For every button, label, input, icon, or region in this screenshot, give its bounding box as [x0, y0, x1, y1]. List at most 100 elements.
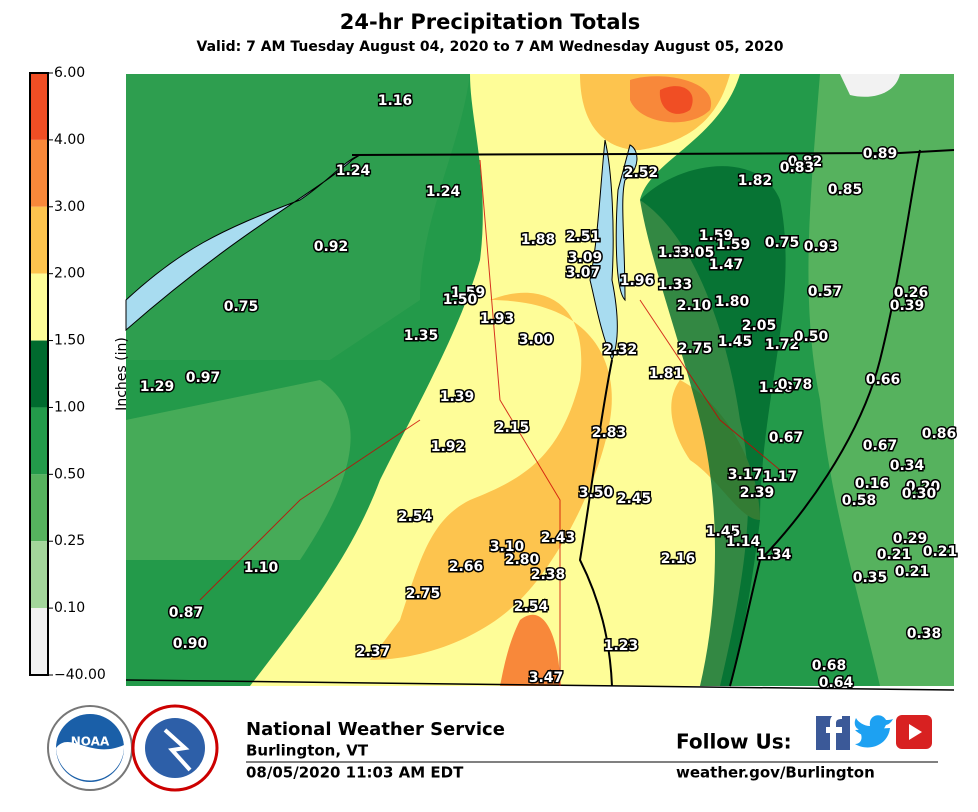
map	[125, 74, 955, 691]
station-value: 0.75	[224, 299, 259, 315]
station-value: 1.59	[716, 237, 751, 253]
station-value: 1.45	[706, 524, 741, 540]
station-value: 2.52	[624, 165, 659, 181]
noaa-logo-text: NOAA	[71, 735, 110, 749]
station-value: 2.45	[617, 491, 652, 507]
station-value: 1.92	[431, 439, 466, 455]
station-value: 1.39	[658, 245, 693, 261]
station-value: 0.83	[780, 160, 815, 176]
colorbar-bin	[30, 139, 48, 207]
station-value: 1.47	[709, 257, 744, 273]
station-value: 2.38	[531, 567, 566, 583]
station-value: 2.51	[566, 229, 601, 245]
station-value: 3.05	[680, 245, 715, 261]
station-value: 0.57	[808, 284, 843, 300]
station-value: 2.16	[661, 551, 696, 567]
colorbar-bin	[30, 608, 48, 675]
station-value: 1.72	[765, 337, 800, 353]
twitter-icon[interactable]	[854, 715, 893, 748]
station-value: 1.20	[759, 380, 794, 396]
subtitle: Valid: 7 AM Tuesday August 04, 2020 to 7…	[197, 39, 784, 55]
station-value: 3.00	[519, 332, 554, 348]
colorbar-bin	[30, 273, 48, 341]
station-value: 0.58	[842, 493, 877, 509]
station-value: 1.39	[440, 389, 475, 405]
colorbar-frame	[29, 72, 49, 676]
station-value: 2.80	[505, 552, 540, 568]
station-value: 0.92	[314, 239, 349, 255]
station-value: 1.80	[715, 294, 750, 310]
colorbar-bin	[30, 541, 48, 609]
station-value: 1.35	[404, 328, 439, 344]
station-value: 1.59	[451, 285, 486, 301]
station-value: 2.75	[678, 341, 713, 357]
station-value: 1.88	[521, 232, 556, 248]
colorbar-tick-label: 6.00	[54, 65, 85, 81]
colorbar-bin	[30, 474, 48, 542]
url[interactable]: weather.gov/Burlington	[676, 764, 875, 782]
colorbar-tick-label: 4.00	[54, 132, 85, 148]
station-value: 0.82	[788, 154, 823, 170]
station-value: 0.39	[890, 298, 925, 314]
station-value: 1.93	[480, 311, 515, 327]
station-value: 0.29	[893, 531, 928, 547]
station-value: 2.43	[541, 530, 576, 546]
station-value: 2.10	[677, 298, 712, 314]
station-value: 2.83	[592, 425, 627, 441]
colorbar-tick-label: 0.25	[54, 533, 85, 549]
station-value: 2.54	[514, 599, 549, 615]
station-value: 2.05	[742, 318, 777, 334]
footer: NOAA National Weather Service Burlington…	[47, 704, 938, 792]
station-value: 0.21	[877, 547, 912, 563]
colorbar-tick-label: 0.50	[54, 466, 85, 482]
station-value: 2.66	[449, 559, 484, 575]
colorbar-tick-label: 1.00	[54, 399, 85, 415]
station-value: 0.78	[778, 377, 813, 393]
station-value: 0.97	[186, 370, 221, 386]
station-value: 1.16	[378, 93, 413, 109]
station-value: 0.50	[794, 329, 829, 345]
station-value: 0.90	[173, 636, 208, 652]
station-value: 0.89	[863, 146, 898, 162]
station-value: 1.59	[699, 228, 734, 244]
station-value: 0.64	[819, 675, 854, 691]
station-value: 1.34	[757, 547, 792, 563]
station-value: 0.21	[895, 564, 930, 580]
station-value: 2.75	[406, 586, 441, 602]
colorbar-tick-label: 2.00	[54, 266, 85, 282]
station-value: 0.66	[866, 372, 901, 388]
station-value: 0.87	[169, 605, 204, 621]
colorbar-bin	[30, 340, 48, 408]
follow-us: Follow Us:	[676, 730, 792, 754]
station-value: 0.85	[828, 182, 863, 198]
station-value: 2.54	[398, 509, 433, 525]
station-value: 3.47	[529, 670, 564, 686]
colorbar-tick-label: 3.00	[54, 199, 85, 215]
station-value: 1.50	[443, 292, 478, 308]
colorbar-tick-label: 0.10	[54, 600, 85, 616]
colorbar-bin	[30, 407, 48, 475]
station-value: 0.35	[853, 570, 888, 586]
title: 24-hr Precipitation Totals	[340, 10, 640, 34]
station-value: 2.37	[356, 644, 391, 660]
location: Burlington, VT	[246, 742, 369, 760]
station-value: 1.29	[140, 379, 175, 395]
station-value: 1.82	[738, 173, 773, 189]
station-value: 3.09	[568, 250, 603, 266]
station-value: 1.45	[718, 334, 753, 350]
station-value: 1.23	[604, 638, 639, 654]
station-value: 1.24	[426, 184, 461, 200]
timestamp: 08/05/2020 11:03 AM EDT	[246, 764, 464, 782]
station-value: 1.24	[336, 163, 371, 179]
station-value: 0.38	[907, 626, 942, 642]
station-value: 0.30	[902, 486, 937, 502]
station-value: 3.50	[579, 485, 614, 501]
colorbar-bin	[30, 206, 48, 274]
station-value: 2.32	[603, 342, 638, 358]
station-value: 2.15	[495, 420, 530, 436]
colorbar-label: Inches (in)	[114, 337, 130, 411]
station-value: 3.17	[728, 467, 763, 483]
station-value: 0.93	[804, 239, 839, 255]
colorbar-tick-label: 1.50	[54, 333, 85, 349]
